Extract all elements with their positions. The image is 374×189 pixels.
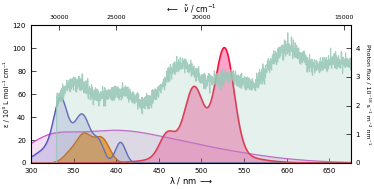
X-axis label: $\longleftarrow$  $\tilde{\nu}$ / cm$^{-1}$: $\longleftarrow$ $\tilde{\nu}$ / cm$^{-1… [165,3,217,15]
Y-axis label: Photon flux / 10⁻¹⁸ s⁻¹ m⁻² nm⁻¹: Photon flux / 10⁻¹⁸ s⁻¹ m⁻² nm⁻¹ [366,44,371,144]
Y-axis label: ε / 10³ L mol⁻¹ cm⁻¹: ε / 10³ L mol⁻¹ cm⁻¹ [3,61,10,127]
X-axis label: λ / nm $\longrightarrow$: λ / nm $\longrightarrow$ [169,175,213,186]
